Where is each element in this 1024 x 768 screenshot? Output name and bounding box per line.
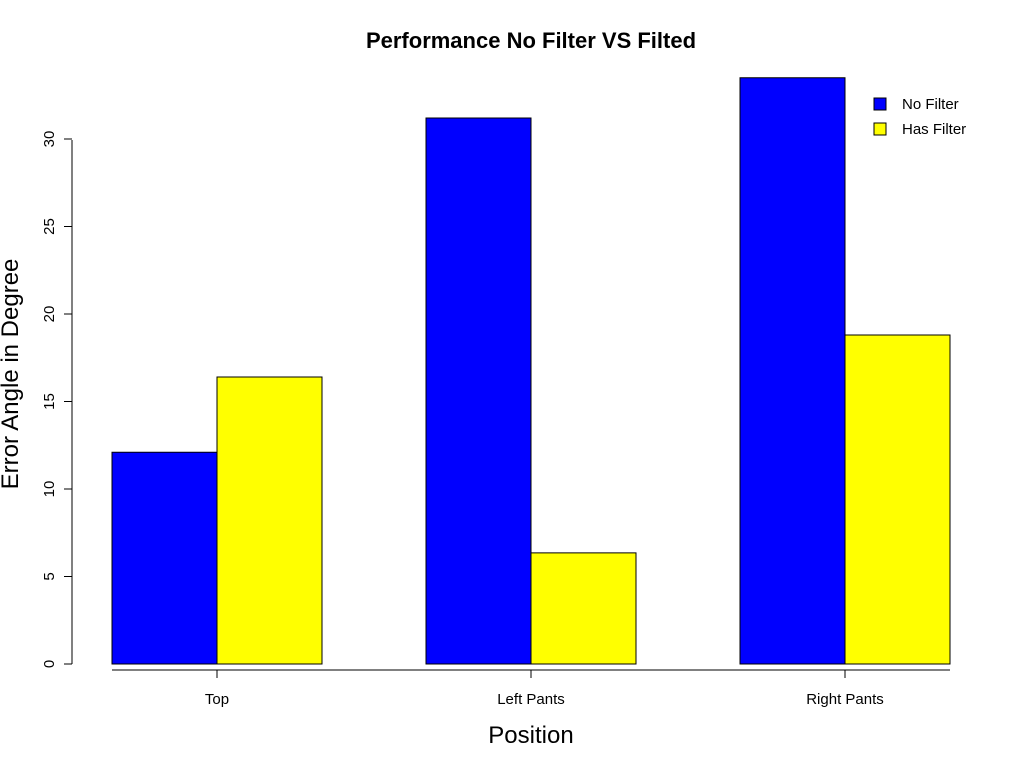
bar-right-pants-has-filter (844, 334, 951, 665)
legend-label: Has Filter (902, 121, 966, 138)
y-tick-label: 30 (41, 131, 58, 148)
y-tick-label: 5 (41, 572, 58, 580)
x-ticks-group: Top Left Pants Right Pants (205, 670, 884, 708)
x-tick-label: Right Pants (806, 691, 884, 708)
y-axis-label: Error Angle in Degree (0, 259, 24, 490)
bar-left-pants-has-filter (530, 552, 637, 665)
x-axis-label: Position (488, 722, 573, 749)
bar-left-pants-no-filter (425, 117, 532, 665)
legend: No Filter Has Filter (873, 96, 966, 138)
y-tick-label: 0 (41, 660, 58, 668)
bar-right-pants-no-filter (739, 77, 846, 665)
bar-top-no-filter (111, 451, 218, 665)
chart-title: Performance No Filter VS Filted (366, 28, 696, 53)
legend-label: No Filter (902, 96, 959, 113)
y-tick-label: 10 (41, 481, 58, 498)
y-tick-label: 15 (41, 393, 58, 410)
x-tick-label: Top (205, 691, 229, 708)
x-tick-label: Left Pants (497, 691, 565, 708)
legend-swatch (873, 122, 887, 136)
bars-group (111, 77, 951, 665)
y-ticks-group: 0 5 10 15 20 25 30 (41, 131, 72, 668)
legend-swatch (873, 97, 887, 111)
bar-top-has-filter (216, 376, 323, 665)
y-tick-label: 25 (41, 218, 58, 235)
y-tick-label: 20 (41, 306, 58, 323)
